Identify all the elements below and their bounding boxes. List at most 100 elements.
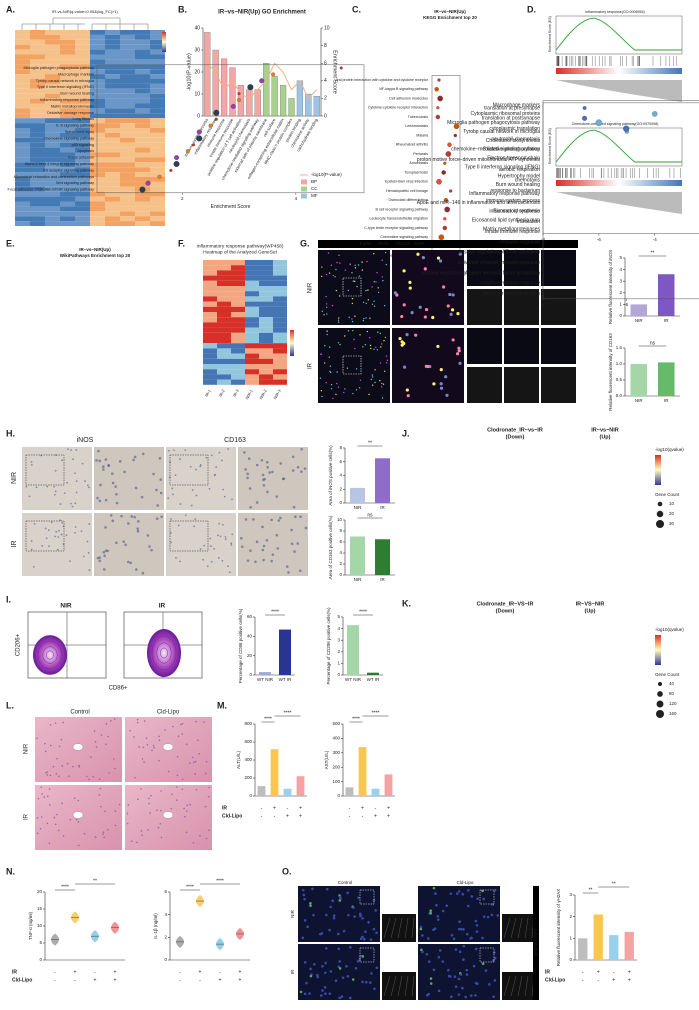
panel-label: H. [6,428,15,438]
heatmap-cell [217,369,231,375]
cell [448,292,452,297]
heatmap-cell [135,113,150,119]
nucleus [372,899,376,902]
nucleus [127,522,130,525]
row-label: IR [290,969,295,974]
heatmap-cell [259,286,273,292]
heatmap-cell [60,79,75,84]
heatmap-cell [120,152,135,158]
nucleus [90,756,92,758]
heatmap-cell [150,123,165,128]
heatmap-cell [245,327,259,333]
heatmap-cell [60,123,75,128]
dot [208,123,213,128]
nucleus [155,488,158,492]
dot [237,97,242,102]
micrograph [504,250,539,286]
nucleus [375,931,378,935]
heatmap-cell [105,88,120,94]
nucleus [450,933,454,937]
heatmap-cell [150,186,165,192]
y-tick-label: 8 [339,445,342,450]
heatmap-cell [203,265,217,271]
heatmap-cell [105,191,120,197]
heatmap-cell [45,83,60,89]
panel-subtitle: KEGG Enrichment top 20 [423,15,477,20]
nucleus [357,896,360,900]
cell [386,362,388,364]
nucleus [78,766,80,768]
nucleus [158,739,161,742]
nucleus [270,518,273,522]
colorbar [290,330,294,356]
nucleus [60,533,63,536]
heatmap-cell [15,201,30,207]
cell [338,254,340,257]
nucleus [216,534,219,537]
nucleus [301,888,305,892]
cell [446,304,450,308]
vessel [162,743,174,751]
dot [449,189,453,193]
heatmap-cell [203,286,217,292]
heatmap-cell [15,186,30,192]
nucleus [39,827,42,830]
group-title: Clodronate_IR−vs−IR [487,427,543,433]
heatmap-cell [135,196,150,202]
heatmap-cell [30,39,45,45]
nucleus [69,560,71,563]
cell [326,330,328,332]
mesh [404,975,409,997]
significance-label: **** [271,609,279,615]
nucleus [47,795,49,798]
heatmap-cell [231,317,245,323]
nucleus [138,746,140,748]
nucleus [437,989,441,993]
heatmap-cell [15,216,30,222]
y-tick-label: 2 [339,561,342,566]
nucleus [56,757,58,760]
cell [402,365,407,369]
nucleus [54,722,57,724]
nucleus [493,888,497,892]
heatmap-cell [60,162,75,168]
nucleus [75,818,78,821]
size-legend-label: 80 [669,691,675,696]
channel-label: F4/80 [360,241,372,246]
heatmap-cell [60,147,75,153]
condition-name: IR [222,805,227,811]
dot [443,217,447,221]
heatmap-cell [45,132,60,138]
nucleus [285,565,289,568]
nucleus [62,835,65,837]
nucleus [476,897,479,900]
heatmap-cell [105,172,120,177]
term-label: IL-6 signaling pathway [56,124,94,128]
bar [313,96,320,117]
column-header: Cld-Lipo [457,880,474,885]
nucleus [148,802,150,805]
bar [367,672,379,675]
zoom-box [169,520,209,552]
heatmap-cell [120,49,135,55]
heatmap-cell [135,39,150,45]
bar [220,58,228,117]
cell [339,343,341,346]
term-label: aerobic respiration [499,167,540,173]
nucleus [167,770,170,773]
cell [362,319,365,322]
dot [169,168,173,172]
y-tick-label: 4 [619,267,622,272]
heatmap-cell [75,79,90,84]
nucleus [98,559,102,563]
nucleus [48,788,51,790]
nucleus [457,977,461,981]
nucleus [346,974,350,978]
heatmap-cell [45,123,60,128]
heatmap-cell [30,216,45,222]
nucleus [279,516,282,520]
heatmap-cell [45,74,60,79]
heatmap-cell [245,332,259,338]
term-label: translation at presynapse [484,105,540,111]
nucleus [141,834,143,836]
